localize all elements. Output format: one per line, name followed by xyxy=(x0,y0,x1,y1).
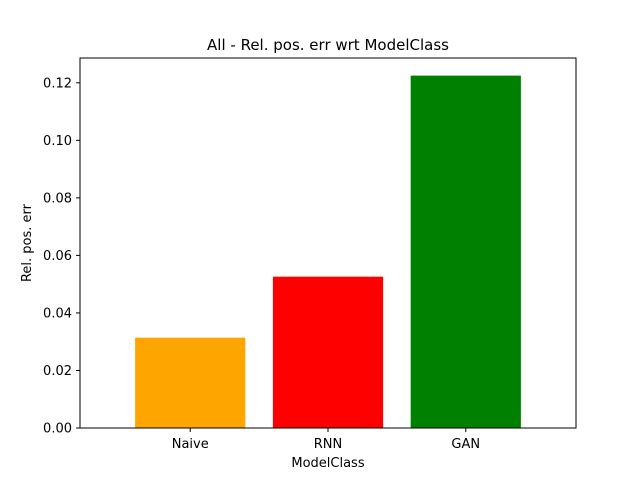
x-axis-label: ModelClass xyxy=(291,456,364,471)
y-tick-label: 0.04 xyxy=(43,306,72,321)
y-axis-ticks: 0.00 0.02 0.04 0.06 0.08 0.10 0.12 xyxy=(43,76,80,437)
y-tick-label: 0.10 xyxy=(43,134,72,149)
y-tick-label: 0.02 xyxy=(43,364,72,379)
bar-gan xyxy=(410,75,521,429)
bars-group xyxy=(135,75,521,429)
bar-naive xyxy=(135,337,246,428)
x-tick-label-gan: GAN xyxy=(451,437,480,452)
y-tick-label: 0.08 xyxy=(43,191,72,206)
plot-area-frame xyxy=(79,57,577,429)
y-tick-label: 0.00 xyxy=(43,422,72,437)
chart-title: All - Rel. pos. err wrt ModelClass xyxy=(207,36,449,54)
y-tick-label: 0.06 xyxy=(43,249,72,264)
bar-rnn xyxy=(272,276,384,428)
x-tick-label-rnn: RNN xyxy=(314,437,342,452)
y-axis-label: Rel. pos. err xyxy=(20,203,35,282)
x-axis-ticks: Naive RNN GAN xyxy=(172,428,480,452)
x-tick-label-naive: Naive xyxy=(172,437,209,452)
y-tick-label: 0.12 xyxy=(43,76,72,91)
